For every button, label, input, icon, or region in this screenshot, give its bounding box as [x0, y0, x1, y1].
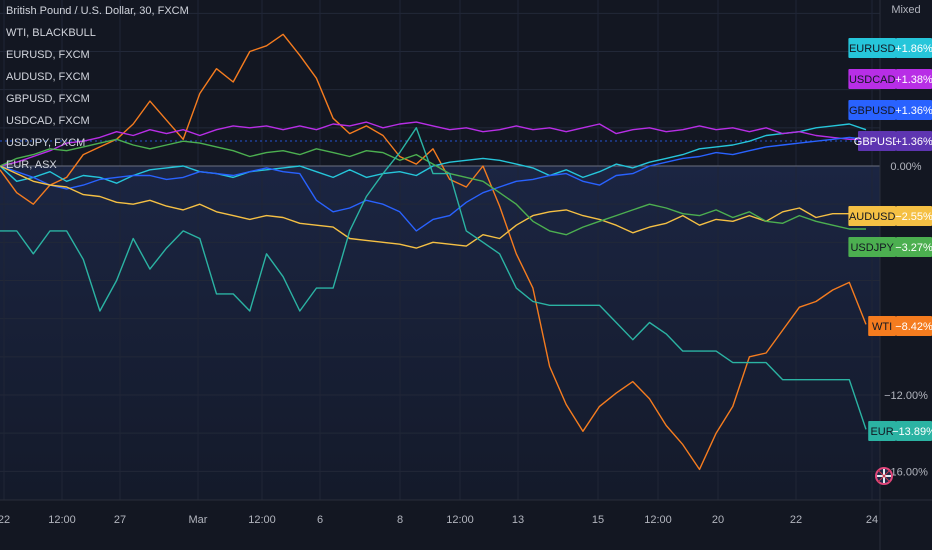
series-line-audusd — [0, 165, 866, 249]
legend-item[interactable]: AUDUSD, FXCM — [6, 71, 90, 83]
scale-mode-label[interactable]: Mixed — [891, 4, 921, 16]
x-tick-label: 8 — [397, 514, 403, 526]
badge-symbol: EURUSD — [849, 43, 896, 55]
badge-symbol: GBPUSD — [854, 136, 901, 148]
x-axis: 22 12:00 27 Mar 12:00 6 8 12:00 13 15 12:00 20 22 24 — [0, 514, 878, 526]
series-line-gbpusd — [0, 136, 867, 232]
x-tick-label: 24 — [866, 514, 878, 526]
x-tick-label: Mar — [189, 514, 208, 526]
legend: WTI, BLACKBULL EURUSD, FXCM AUDUSD, FXCM GB… — [6, 22, 96, 176]
series-line-usdjpy — [0, 138, 866, 236]
y-tick-label: −12.00% — [884, 390, 928, 402]
price-badge-gbpusd: GBPUSD +1.36% — [848, 100, 932, 120]
badge-value: +1.36% — [895, 105, 932, 117]
x-tick-label: 27 — [114, 514, 126, 526]
badge-value: +1.36% — [895, 136, 932, 148]
legend-item[interactable]: EURUSD, FXCM — [6, 49, 90, 61]
badge-value: −8.42% — [895, 321, 932, 333]
x-tick-label: 15 — [592, 514, 604, 526]
legend-item[interactable]: EUR, ASX — [6, 159, 57, 171]
badge-symbol: GBPUSD — [849, 105, 896, 117]
badge-value: +1.38% — [895, 74, 932, 86]
y-axis: 0.00% −12.00% −16.00% — [884, 161, 928, 478]
badge-value: −13.89% — [892, 426, 932, 438]
x-tick-label: 12:00 — [644, 514, 672, 526]
price-badge-usdcad: USDCAD +1.38% — [848, 69, 932, 89]
series-lines — [0, 33, 867, 471]
badge-symbol: USDJPY — [850, 242, 894, 254]
chart-title: British Pound / U.S. Dollar, 30, FXCM — [6, 5, 189, 17]
legend-item[interactable]: USDJPY, FXCM — [6, 137, 86, 149]
price-badges: WTI −8.42%EURUSD +1.86%USDCAD +1.38%GBPUSD +… — [848, 38, 932, 441]
price-badge-eurusd: EURUSD +1.86% — [848, 38, 932, 58]
x-tick-label: 12:00 — [248, 514, 276, 526]
series-line-eurusd — [0, 123, 867, 184]
x-tick-label: 12:00 — [446, 514, 474, 526]
legend-item[interactable]: USDCAD, FXCM — [6, 115, 90, 127]
badge-symbol: WTI — [872, 321, 892, 333]
series-line-usdcad — [0, 121, 866, 167]
price-badge-eur: EUR−13.89% — [868, 421, 932, 441]
price-badge-audusd: AUDUSD −2.55% — [848, 206, 932, 226]
badge-symbol: USDCAD — [849, 74, 896, 86]
y-tick-label: −16.00% — [884, 466, 928, 478]
badge-value: −3.27% — [895, 242, 932, 254]
x-tick-label: 12:00 — [48, 514, 76, 526]
price-badge-gbpusd-main: GBPUSD+1.36% — [854, 131, 932, 151]
badge-symbol: AUDUSD — [849, 211, 896, 223]
legend-item[interactable]: WTI, BLACKBULL — [6, 27, 96, 39]
flag-icon[interactable] — [875, 467, 893, 485]
badge-symbol: EUR — [870, 426, 893, 438]
x-tick-label: 13 — [512, 514, 524, 526]
x-tick-label: 20 — [712, 514, 724, 526]
price-badge-usdjpy: USDJPY −3.27% — [848, 237, 932, 257]
x-tick-label: 22 — [790, 514, 802, 526]
y-tick-label: 0.00% — [890, 161, 921, 173]
price-badge-wti: WTI −8.42% — [868, 316, 932, 336]
legend-item[interactable]: GBPUSD, FXCM — [6, 93, 90, 105]
x-tick-label: 22 — [0, 514, 10, 526]
series-line-wti — [0, 33, 867, 471]
badge-value: −2.55% — [895, 211, 932, 223]
series-line-eur — [0, 127, 867, 430]
x-tick-label: 6 — [317, 514, 323, 526]
badge-value: +1.86% — [895, 43, 932, 55]
